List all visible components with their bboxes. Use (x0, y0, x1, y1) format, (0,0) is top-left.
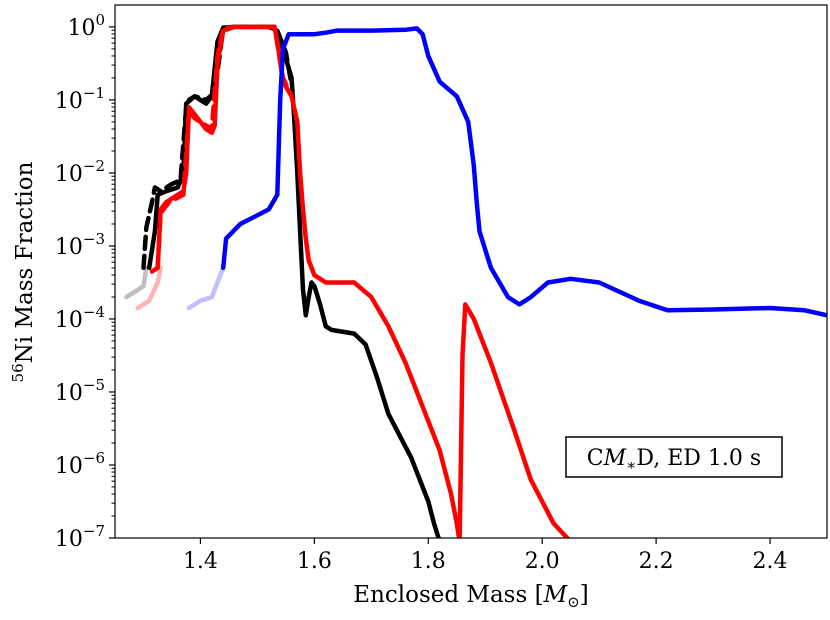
series-line-red-solid-2 (457, 302, 571, 538)
x-tick-label: 1.4 (183, 549, 218, 574)
series-line-blue-faded (186, 265, 226, 311)
y-tick-label: 10−5 (55, 376, 105, 406)
series-line-red-dashed (155, 24, 294, 271)
series-line-red-faded (135, 265, 163, 311)
annotation-frame (565, 436, 783, 478)
plot-frame (114, 4, 828, 539)
tick-layer: 1.4 1.6 1.8 2.0 2.2 2.4 100 10−1 10−2 10−3 10−4 10−… (55, 11, 788, 574)
y-tick-label: 10−1 (55, 84, 105, 114)
y-tick-label: 100 (67, 11, 105, 41)
y-tick-label: 10−2 (55, 157, 105, 187)
y-axis-title: 56Ni Mass Fraction (9, 161, 38, 382)
series-line-blue-solid (220, 26, 827, 318)
annotation-box: CM∗D, ED 1.0 s (565, 436, 783, 478)
y-tick-label: 10−6 (55, 449, 105, 479)
x-tick-label: 1.8 (411, 549, 446, 574)
x-tick-label: 1.6 (297, 549, 332, 574)
y-tick-label: 10−3 (55, 230, 105, 260)
y-tick-label: 10−7 (55, 522, 105, 552)
y-tick-label: 10−4 (55, 303, 105, 333)
annotation-label: CM∗D, ED 1.0 s (587, 446, 761, 474)
series-line-black-faded (124, 265, 149, 300)
x-tick-label: 2.4 (753, 549, 788, 574)
x-tick-label: 2.2 (639, 549, 674, 574)
x-axis-title: Enclosed Mass [M⊙] (353, 582, 588, 611)
x-tick-label: 2.0 (525, 549, 560, 574)
series-layer (124, 24, 827, 538)
